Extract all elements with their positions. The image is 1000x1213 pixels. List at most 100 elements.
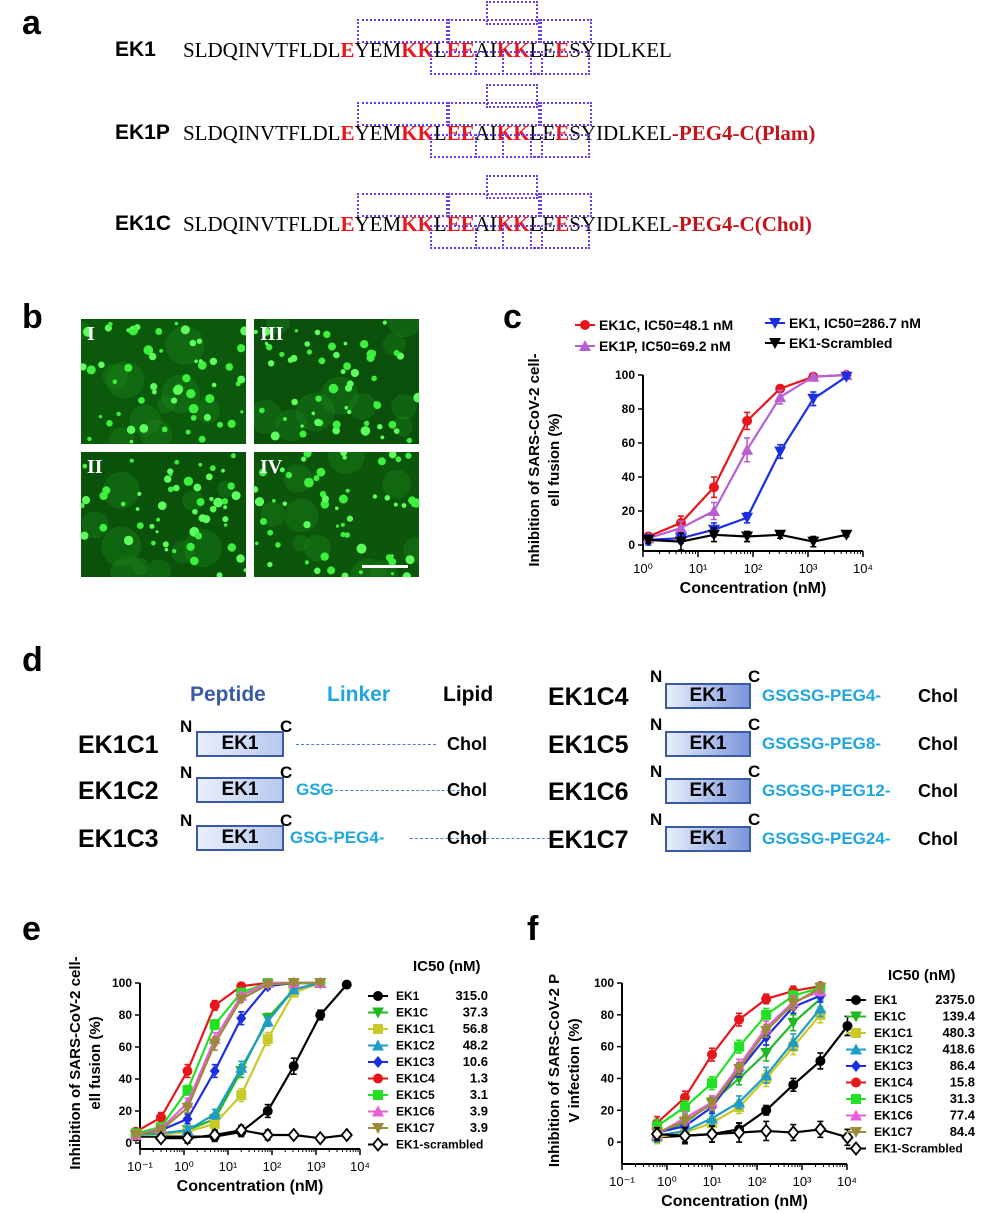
fluorescent-cell xyxy=(327,566,336,575)
fluorescent-cell xyxy=(99,491,108,501)
legend-ic50: 10.6 xyxy=(463,1054,488,1069)
legend-ic50: 84.4 xyxy=(950,1124,976,1139)
fluorescent-cell xyxy=(83,326,93,337)
data-point xyxy=(814,982,827,994)
syncytium-haze xyxy=(161,374,200,414)
y-tick-label: 20 xyxy=(601,1103,615,1117)
interaction-box xyxy=(486,1,538,25)
legend-label: EK1C5 xyxy=(396,1088,435,1102)
data-point xyxy=(262,1106,273,1116)
fluorescent-cell xyxy=(346,515,353,522)
fluorescent-cell xyxy=(198,359,203,364)
fluorescent-cell xyxy=(328,383,339,394)
lipid-label: Chol xyxy=(918,781,958,801)
y-tick-label: 100 xyxy=(615,368,635,382)
peptide-box: EK1 xyxy=(196,825,284,851)
fluorescent-cell xyxy=(372,494,378,499)
legend-ic50: 3.1 xyxy=(470,1087,488,1102)
fluorescent-cell xyxy=(406,437,413,444)
legend-label: EK1C3 xyxy=(874,1059,913,1073)
interaction-box xyxy=(475,225,543,249)
micrograph-III-image xyxy=(254,319,419,444)
fluorescent-cell xyxy=(395,456,402,463)
fluorescent-cell xyxy=(237,375,246,384)
fluorescent-cell xyxy=(279,467,285,473)
legend-label: EK1C xyxy=(874,1010,906,1024)
series-ek1-scrambled xyxy=(642,527,853,551)
fluorescent-cell xyxy=(328,342,336,351)
micrograph-II: II xyxy=(81,452,246,577)
y-axis-label: Inhibition of SARS-CoV-2 P xyxy=(546,974,563,1167)
panel-letter-b: b xyxy=(22,298,43,336)
data-point xyxy=(774,529,787,541)
syncytium-haze xyxy=(295,392,335,432)
linker-label: GSG xyxy=(296,780,334,799)
legend-ic50: 37.3 xyxy=(463,1005,488,1020)
x-tick-label: 10⁻¹ xyxy=(609,1174,635,1189)
sequence-name: EK1P xyxy=(115,121,170,144)
peptide-box: EK1 xyxy=(665,778,751,804)
x-tick-label: 10² xyxy=(748,1174,767,1189)
linker-label: GSGSG-PEG8- xyxy=(762,734,882,753)
fluorescent-cell xyxy=(189,339,197,347)
sequence-prefix: SLDQINVTFLDL xyxy=(183,212,341,236)
x-tick-label: 10³ xyxy=(793,1174,812,1189)
data-point xyxy=(261,1127,274,1143)
fluorescent-cell xyxy=(380,435,385,440)
fluorescent-cell xyxy=(340,452,347,456)
sequence-prefix: SLDQINVTFLDL xyxy=(183,121,341,145)
sequence-segment: L xyxy=(433,38,447,62)
x-axis-label: Concentration (nM) xyxy=(680,580,827,597)
fluorescent-cell xyxy=(230,453,236,459)
construct-name: EK1C5 xyxy=(548,731,629,759)
fluorescent-cell xyxy=(161,426,168,433)
legend-ic50: 15.8 xyxy=(950,1075,975,1090)
fluorescent-cell xyxy=(344,384,353,392)
x-tick-label: 10⁻¹ xyxy=(127,1159,153,1174)
data-point xyxy=(733,1063,746,1075)
data-point xyxy=(840,371,853,383)
y-axis-label-line2: ell fusion (%) xyxy=(546,413,563,506)
fluorescent-cell xyxy=(152,389,157,395)
fluorescent-cell xyxy=(169,473,173,477)
fluorescent-cell xyxy=(183,476,194,486)
fluorescent-cell xyxy=(171,397,178,404)
fluorescent-cell xyxy=(413,392,419,403)
chart-f: 0 20 40 60 80 100 10⁻¹ 10⁰ 10¹ 10² 10³ 10⁴ Concentra… xyxy=(546,967,976,1210)
x-tick-label: 10⁰ xyxy=(633,561,653,576)
x-tick-label: 10⁴ xyxy=(350,1159,370,1174)
fluorescent-cell xyxy=(405,452,412,459)
fluorescent-cell xyxy=(155,328,163,335)
fluorescent-cell xyxy=(213,497,223,508)
fluorescent-cell xyxy=(225,363,234,371)
linker-dash xyxy=(325,790,465,791)
data-point xyxy=(315,1010,326,1020)
fluorescent-cell xyxy=(340,369,346,375)
legend-marker xyxy=(579,340,591,351)
fluorescent-cell xyxy=(344,532,350,538)
lipid-conjugate: -PEG4-C(Chol) xyxy=(671,212,812,236)
fluorescent-cell xyxy=(303,452,312,458)
legend-label: EK1C1 xyxy=(874,1026,913,1040)
lipid-label: Chol xyxy=(447,780,487,800)
interaction-box xyxy=(448,193,540,217)
fluorescent-cell xyxy=(343,341,348,346)
fluorescent-cell xyxy=(227,419,236,428)
data-point xyxy=(706,1112,718,1124)
y-tick-label: 20 xyxy=(622,504,636,518)
fluorescent-cell xyxy=(81,531,89,540)
fluorescent-cell xyxy=(290,354,298,362)
series-ek1-scrambled xyxy=(650,1120,854,1147)
interaction-box xyxy=(486,84,538,108)
fluorescent-cell xyxy=(360,340,369,349)
sequence-segment: AI xyxy=(474,121,497,145)
legend-label: EK1C, IC50=48.1 nM xyxy=(599,317,733,333)
legend-label: EK1C1 xyxy=(396,1022,435,1036)
legend-marker xyxy=(372,1007,384,1019)
data-point xyxy=(209,1000,220,1011)
interaction-box xyxy=(486,175,538,199)
fluorescent-cell xyxy=(255,541,259,546)
syncytium-haze xyxy=(132,557,149,575)
syncytium-haze xyxy=(382,332,406,356)
fluorescent-cell xyxy=(164,547,169,552)
